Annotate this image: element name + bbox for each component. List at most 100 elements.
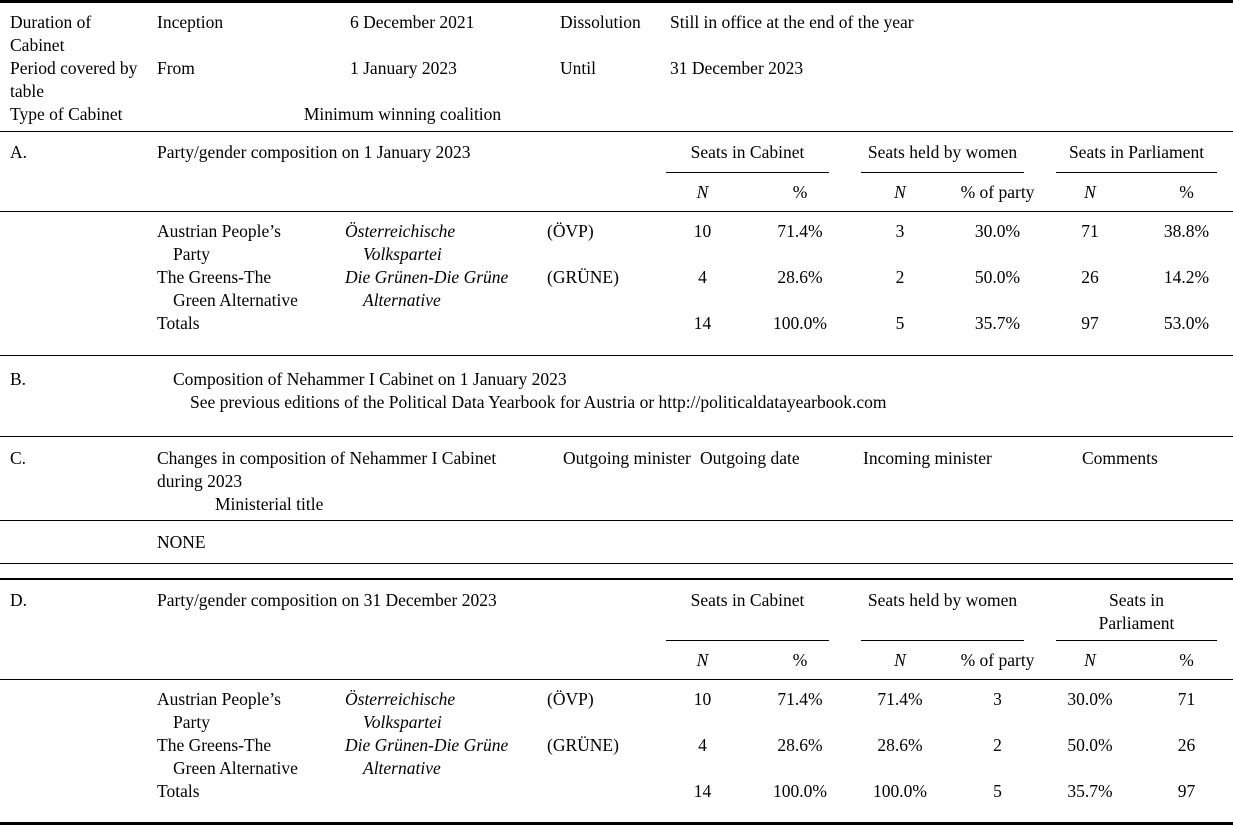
- section-d-data: Austrian People’s Party Österreichische …: [0, 680, 1233, 808]
- women-pct: 30.0%: [974, 221, 1021, 241]
- col-4: 2: [993, 735, 1002, 755]
- table-row-totals: Totals 14 100.0% 5 35.7% 97 53.0%: [0, 312, 1233, 335]
- subheaders-cabinet: N %: [650, 173, 845, 211]
- group-underline: [1056, 640, 1217, 641]
- meta-section: Duration of Cabinet Inception 6 December…: [0, 3, 1233, 131]
- group-seats-in-cabinet: Seats in Cabinet N %: [650, 580, 845, 679]
- col-header-outgoing-minister: Outgoing minister: [563, 448, 691, 468]
- col-1: 14: [693, 781, 712, 801]
- party-name-en: The Greens-The Green Alternative: [157, 735, 298, 778]
- parliament-pct: 53.0%: [1163, 313, 1210, 333]
- party-name-native: Die Grünen-Die Grüne Alternative: [345, 735, 509, 778]
- party-abbr: (ÖVP): [547, 221, 594, 241]
- col-3: 100.0%: [873, 781, 927, 801]
- group-underline: [861, 172, 1024, 173]
- party-abbr: (GRÜNE): [547, 267, 619, 287]
- table-row-totals: Totals 14 100.0% 100.0% 5 35.7% 97: [0, 780, 1233, 803]
- col-header-n: N: [696, 182, 709, 202]
- col-header-n: N: [894, 182, 906, 202]
- col-header-outgoing-date: Outgoing date: [700, 448, 800, 468]
- meta-row-duration: Duration of Cabinet Inception 6 December…: [0, 3, 1233, 57]
- col-1: 10: [693, 689, 712, 709]
- col-header-n: N: [1084, 182, 1096, 202]
- section-c-label: C.: [10, 448, 27, 468]
- meta-key-dissolution: Dissolution: [560, 12, 641, 32]
- meta-value-from-date: 1 January 2023: [350, 58, 457, 78]
- table-row-gruene: The Greens-The Green Alternative Die Grü…: [0, 734, 1233, 780]
- group-underline: [1056, 172, 1217, 173]
- col-header-incoming-minister: Incoming minister: [863, 448, 992, 468]
- col-3: 71.4%: [877, 689, 923, 709]
- party-name-native: Die Grünen-Die Grüne Alternative: [345, 267, 509, 310]
- col-header-pct: %: [792, 650, 808, 670]
- table-row-ovp: Austrian People’s Party Österreichische …: [0, 688, 1233, 734]
- rule-above-d-data: [0, 679, 1233, 680]
- cabinet-n: 4: [698, 267, 707, 287]
- yearbook-link[interactable]: http://politicaldatayearbook.com: [658, 392, 887, 412]
- group-label-parliament: Seats in Parliament: [1068, 142, 1205, 162]
- party-name-en: Austrian People’s Party: [157, 221, 281, 264]
- parliament-n: 26: [1081, 267, 1099, 287]
- section-b-body: B. Composition of Nehammer I Cabinet on …: [0, 356, 1233, 436]
- col-2: 100.0%: [773, 781, 827, 801]
- col-header-pct-of-party: % of party: [960, 182, 1035, 202]
- col-6: 26: [1177, 735, 1196, 755]
- party-name-en: Austrian People’s Party: [157, 689, 281, 732]
- col-6: 71: [1177, 689, 1196, 709]
- meta-label-duration: Duration of Cabinet: [10, 12, 92, 55]
- subheaders-women: N % of party: [845, 173, 1040, 211]
- section-a-data: Austrian People’s Party Österreichische …: [0, 212, 1233, 355]
- party-name-native: Österreichische Volkspartei: [345, 689, 456, 732]
- party-name-en: The Greens-The Green Alternative: [157, 267, 298, 310]
- parliament-pct: 14.2%: [1163, 267, 1210, 287]
- cabinet-pct: 71.4%: [777, 221, 823, 241]
- section-b-content: Composition of Nehammer I Cabinet on 1 J…: [155, 368, 1233, 414]
- section-b-title: Composition of Nehammer I Cabinet on 1 J…: [173, 369, 567, 389]
- col-4: 3: [993, 689, 1002, 709]
- meta-label-period: Period covered by table: [10, 58, 138, 101]
- meta-label-type: Type of Cabinet: [10, 104, 123, 124]
- section-b-note: See previous editions of the Political D…: [190, 392, 887, 412]
- cabinet-n: 14: [693, 313, 712, 333]
- col-3: 28.6%: [877, 735, 923, 755]
- subheaders-cabinet: N %: [650, 641, 845, 679]
- col-5: 50.0%: [1067, 735, 1113, 755]
- women-pct: 35.7%: [974, 313, 1021, 333]
- party-abbr: (GRÜNE): [547, 735, 619, 755]
- group-label-cabinet: Seats in Cabinet: [690, 590, 805, 610]
- meta-value-inception-date: 6 December 2021: [350, 12, 475, 32]
- col-header-pct-of-party: % of party: [960, 650, 1035, 670]
- section-d: D. Party/gender composition on 31 Decemb…: [0, 578, 1233, 808]
- section-a-label: A.: [10, 142, 28, 162]
- party-name-native: Österreichische Volkspartei: [345, 221, 456, 264]
- section-c-title: Changes in composition of Nehammer I Cab…: [155, 447, 555, 516]
- rule-above-b: [0, 355, 1233, 356]
- meta-key-from: From: [157, 58, 195, 78]
- col-header-n: N: [894, 650, 906, 670]
- col-header-pct: %: [1179, 182, 1194, 202]
- group-label-cabinet: Seats in Cabinet: [690, 142, 805, 162]
- col-5: 30.0%: [1067, 689, 1113, 709]
- cabinet-n: 10: [693, 221, 712, 241]
- totals-label: Totals: [157, 313, 200, 333]
- group-seats-in-parliament: Seats in Parliament N %: [1040, 580, 1233, 679]
- rule-above-d: [0, 578, 1233, 580]
- rule-above-a-data: [0, 211, 1233, 212]
- totals-label: Totals: [157, 781, 200, 801]
- col-header-pct: %: [792, 182, 808, 202]
- group-underline: [666, 172, 829, 173]
- group-seats-held-by-women: Seats held by women N % of party: [845, 580, 1040, 679]
- group-seats-in-cabinet: Seats in Cabinet N %: [650, 132, 845, 211]
- group-label-parliament: Seats in Parliament: [1098, 590, 1175, 633]
- parliament-pct: 38.8%: [1163, 221, 1210, 241]
- section-c-none-row: NONE: [0, 521, 1233, 563]
- col-header-comments: Comments: [1082, 448, 1158, 468]
- rule-above-a: [0, 131, 1233, 132]
- group-label-women: Seats held by women: [867, 142, 1018, 162]
- subheaders-women: N % of party: [845, 641, 1040, 679]
- col-6: 97: [1177, 781, 1196, 801]
- section-d-title: Party/gender composition on 31 December …: [157, 590, 497, 610]
- table-row-ovp: Austrian People’s Party Österreichische …: [0, 220, 1233, 266]
- women-n: 5: [895, 313, 905, 333]
- parliament-n: 71: [1081, 221, 1099, 241]
